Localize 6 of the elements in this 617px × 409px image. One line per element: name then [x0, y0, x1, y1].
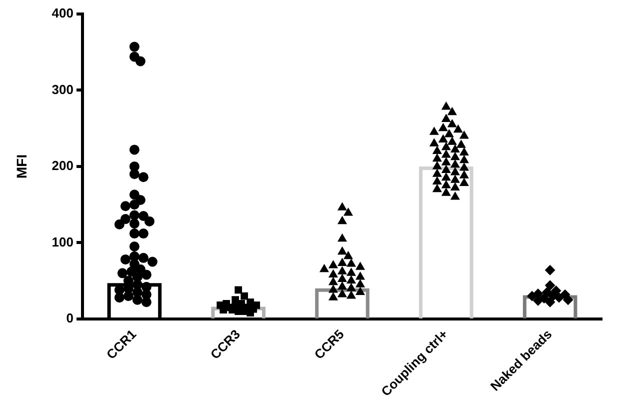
y-tick-label: 300	[52, 82, 74, 97]
y-tick-label: 0	[66, 310, 74, 326]
y-tick-label: 200	[52, 158, 74, 174]
y-tick-label: 100	[52, 234, 74, 250]
y-axis-title: MFI	[13, 154, 30, 179]
y-tick-label: 400	[52, 6, 74, 21]
